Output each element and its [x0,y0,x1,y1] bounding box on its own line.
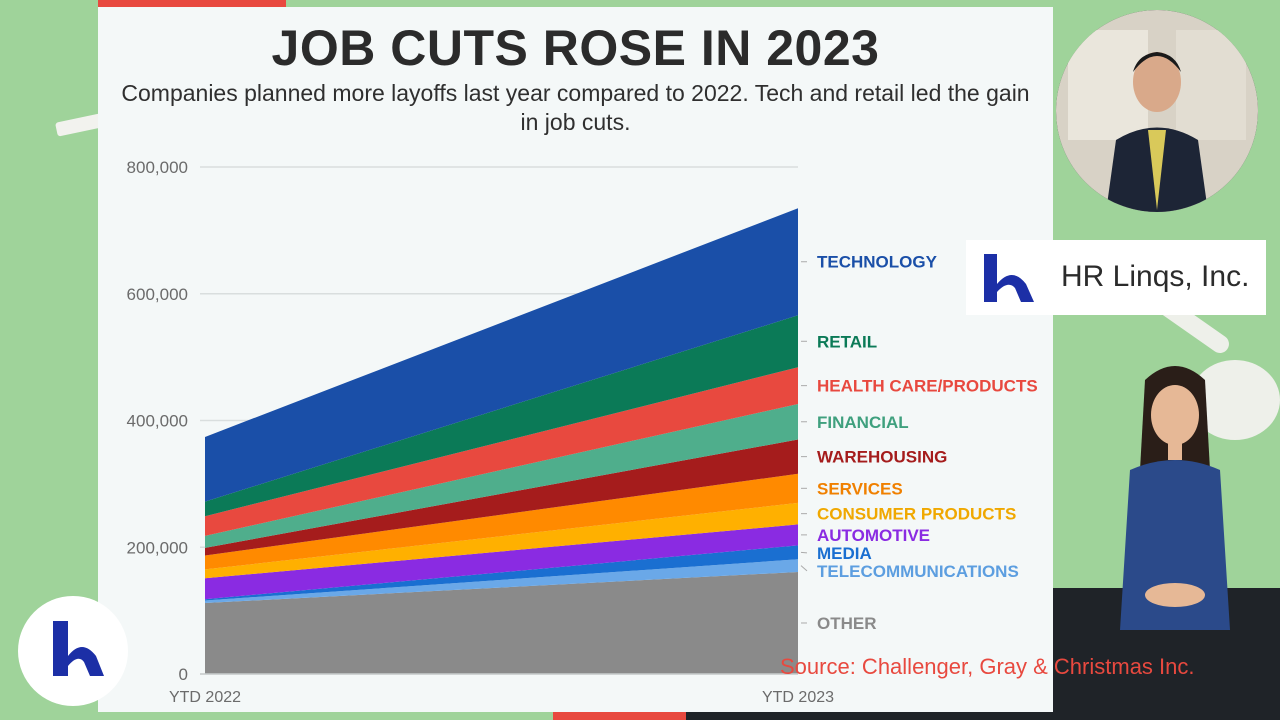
legend-leader [800,565,808,572]
source-note: Source: Challenger, Gray & Christmas Inc… [780,654,1195,679]
decor-white-stripe [55,113,103,137]
legend-label-consumer-products: CONSUMER PRODUCTS [817,505,1016,524]
chart-subtitle: Companies planned more layoffs last year… [121,80,1030,135]
legend-label-automotive: AUTOMOTIVE [817,526,930,545]
legend-leader [800,551,808,554]
x-tick-label: YTD 2022 [169,689,241,706]
area-technology [205,208,798,502]
corner-logo-icon [53,621,104,676]
area-financial [205,404,798,548]
presenter-avatar [1056,10,1258,212]
area-services [205,473,798,570]
area-media [205,545,798,601]
area-health-care-products [205,367,798,536]
y-tick-label: 200,000 [127,538,188,557]
brand-logo-icon [984,254,1034,302]
y-tick-label: 400,000 [127,412,188,431]
y-tick-label: 800,000 [127,158,188,177]
y-tick-label: 600,000 [127,285,188,304]
brand-card: HR Linqs, Inc. [966,240,1266,315]
area-telecommunications [205,559,798,604]
presenter-figure [1100,360,1250,630]
legend-label-telecommunications: TELECOMMUNICATIONS [817,562,1019,581]
legend-label-warehousing: WAREHOUSING [817,448,947,467]
stacked-area-chart: 0 200,000 400,000 600,000 800,000 YTD 2022 YTD… [127,158,1038,706]
area-automotive [205,524,798,600]
area-consumer-products [205,502,798,579]
chart-panel: JOB CUTS ROSE IN 2023 Companies planned … [98,7,1053,712]
area-other [205,571,798,674]
legend-label-media: MEDIA [817,544,872,563]
legend-label-retail: RETAIL [817,332,877,351]
legend-label-financial: FINANCIAL [817,413,909,432]
chart-title: JOB CUTS ROSE IN 2023 [271,20,880,76]
brand-name: HR Linqs, Inc. [1061,260,1250,293]
y-tick-label: 0 [179,665,188,684]
legend-label-services: SERVICES [817,479,903,498]
legend-label-other: OTHER [817,614,877,633]
area-warehousing [205,439,798,556]
decor-red-strip-bottom [553,712,686,720]
decor-red-strip-top [98,0,286,7]
x-tick-label: YTD 2023 [762,689,834,706]
area-retail [205,315,798,517]
legend-label-technology: TECHNOLOGY [817,253,938,272]
legend-label-health-care-products: HEALTH CARE/PRODUCTS [817,377,1038,396]
corner-logo [18,596,128,706]
